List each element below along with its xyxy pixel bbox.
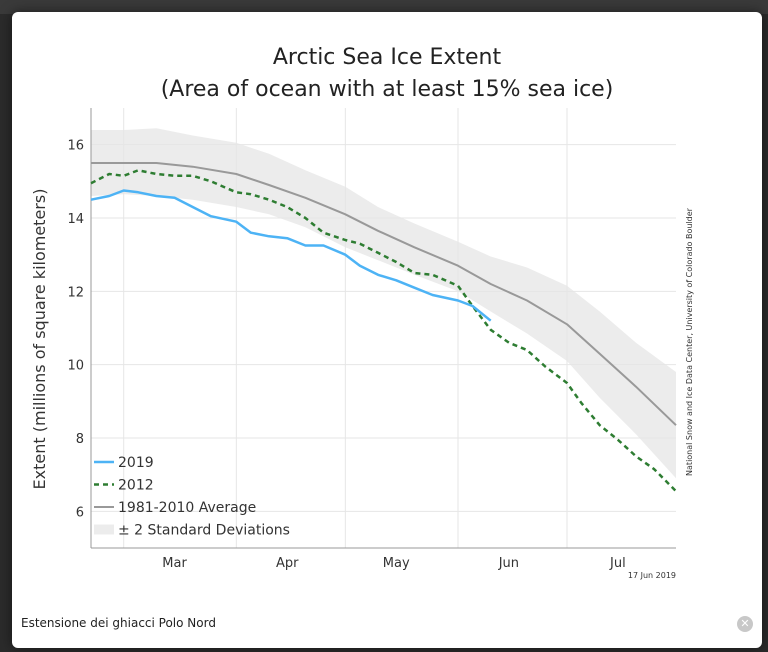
y-tick-label: 14 (67, 212, 84, 227)
x-tick-label: May (383, 556, 410, 571)
legend: 2019 2012 1981-2010 Average ± 2 Standard De… (94, 455, 290, 539)
sea-ice-chart: Arctic Sea Ice Extent (Area of ocean wit… (30, 45, 694, 580)
y-tick-label: 6 (76, 505, 84, 520)
legend-item-2019-label: 2019 (118, 455, 154, 471)
y-axis-label: Extent (millions of square kilometers) (30, 189, 49, 490)
chart-title: Arctic Sea Ice Extent (273, 45, 502, 70)
legend-item-2012-label: 2012 (118, 478, 154, 494)
credit-text: National Snow and Ice Data Center, Unive… (685, 207, 694, 476)
plot-area: 6 8 10 12 14 16 Mar Apr May Jun Jul (67, 108, 677, 571)
series-line-2019 (90, 189, 492, 322)
x-tick-label: Jun (498, 556, 519, 571)
legend-item-average-label: 1981-2010 Average (118, 500, 256, 516)
close-icon[interactable]: ✕ (737, 616, 753, 632)
page-backdrop (0, 0, 768, 14)
x-tick-label: Jul (609, 556, 626, 571)
y-tick-label: 12 (67, 285, 84, 300)
image-caption: Estensione dei ghiacci Polo Nord (21, 616, 216, 630)
y-tick-label: 8 (76, 432, 84, 447)
date-stamp: 17 Jun 2019 (628, 571, 676, 580)
series-line-average (91, 162, 677, 426)
x-tick-label: Mar (162, 556, 187, 571)
series-line-2012 (90, 169, 677, 493)
chart-subtitle: (Area of ocean with at least 15% sea ice… (161, 77, 614, 102)
y-tick-label: 16 (67, 139, 84, 154)
legend-item-std-dev-label: ± 2 Standard Deviations (118, 523, 290, 539)
image-lightbox: Arctic Sea Ice Extent (Area of ocean wit… (12, 12, 762, 648)
y-tick-label: 10 (67, 359, 84, 374)
x-tick-label: Apr (276, 556, 299, 571)
